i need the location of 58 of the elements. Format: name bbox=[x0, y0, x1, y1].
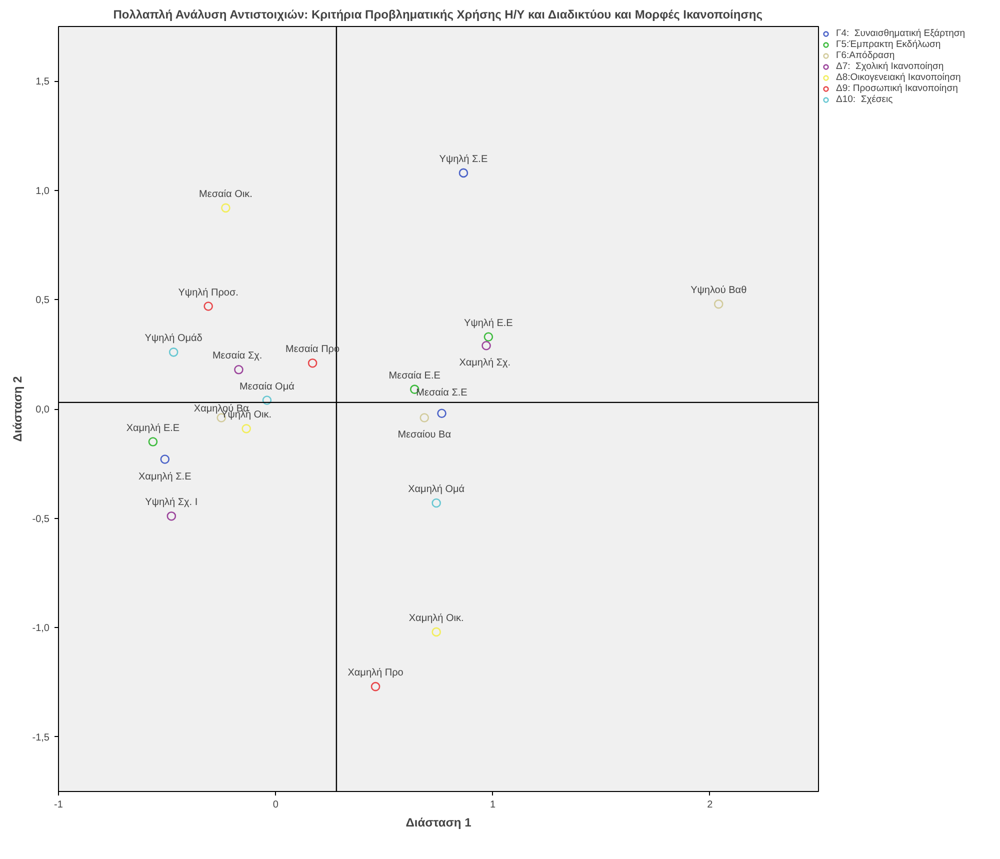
point bbox=[484, 332, 494, 342]
y-tick-label: 1,5 bbox=[36, 76, 50, 88]
data-label: Υψηλή Ομάδ bbox=[144, 333, 203, 344]
point bbox=[148, 437, 158, 446]
y-tick-label: -1,0 bbox=[32, 623, 50, 634]
y-tick-label: -0,5 bbox=[32, 514, 50, 525]
y-tick-label: -1,5 bbox=[32, 732, 50, 744]
point bbox=[714, 299, 724, 309]
point bbox=[242, 424, 251, 434]
point bbox=[308, 358, 318, 368]
x-tick-label: 0 bbox=[272, 800, 279, 810]
point bbox=[204, 302, 213, 311]
x-tick-label: 1 bbox=[490, 800, 496, 810]
y-axis-title: Διάσταση 2 bbox=[10, 376, 24, 442]
data-label: Υψηλού Βαθ bbox=[690, 285, 748, 296]
legend-label: Δ8:Οικογενειακή Ικανοποίηση bbox=[836, 72, 961, 83]
y-tick-label: 1,0 bbox=[36, 186, 50, 197]
point bbox=[370, 682, 380, 692]
x-axis-title: Διάσταση 1 bbox=[406, 816, 472, 830]
data-label: Χαμηλή Οικ. bbox=[408, 612, 464, 624]
point bbox=[458, 168, 468, 178]
chart-title: Πολλαπλή Ανάλυση Αντιστοιχιών: Κριτήρια Προβληματικής Χρήσης Η/Υ και Διαδικτύου και Μορφές Ικανοποίησης bbox=[113, 8, 762, 22]
point bbox=[221, 203, 230, 213]
data-label: Μεσαία Ομά bbox=[240, 381, 295, 392]
legend-label: Δ7: Σχολική Ικανοποίηση bbox=[836, 61, 944, 72]
data-label: Χαμηλή Ε.Ε bbox=[126, 422, 180, 434]
legend-label: Γ5:Έμπρακτη Εκδήλωση bbox=[836, 39, 941, 50]
legend-label: Δ10: Σχέσεις bbox=[836, 94, 893, 105]
legend-label: Δ9: Προσωπική Ικανοποίηση bbox=[836, 83, 958, 94]
point bbox=[432, 627, 441, 637]
y-tick-label: 0,5 bbox=[36, 295, 50, 306]
data-label: Μεσαία Σχ. bbox=[212, 350, 262, 362]
point bbox=[437, 408, 446, 418]
point bbox=[168, 348, 178, 357]
data-label: Υψηλή Σχ. Ι bbox=[145, 497, 198, 508]
legend-label: Γ4: Συναισθηματική Εξάρτηση bbox=[836, 28, 966, 39]
data-label: Υψηλή Ε.Ε bbox=[464, 318, 514, 329]
data-label: Μεσαία Ε.Ε bbox=[388, 370, 441, 382]
data-label: Μεσαίου Βα bbox=[398, 430, 452, 441]
data-label: Χαμηλή Προ bbox=[348, 668, 404, 679]
data-label: Χαμηλή Σχ. bbox=[459, 358, 511, 369]
point bbox=[166, 511, 176, 521]
data-label: Χαμηλή Σ.Ε bbox=[138, 471, 192, 482]
data-label: Μεσαία Σ.Ε bbox=[416, 387, 468, 398]
y-tick-label: 0,0 bbox=[36, 404, 50, 416]
data-label: Υψηλή Προσ. bbox=[178, 287, 238, 298]
point bbox=[482, 340, 491, 350]
point bbox=[160, 454, 170, 464]
point bbox=[262, 396, 272, 405]
x-tick-label: -1 bbox=[54, 800, 64, 810]
point bbox=[432, 498, 441, 508]
point bbox=[234, 365, 244, 374]
point bbox=[420, 413, 430, 422]
data-label: Υψηλή Σ.Ε bbox=[439, 154, 488, 165]
x-tick-label: 2 bbox=[707, 800, 714, 810]
data-label: Χαμηλή Ομά bbox=[408, 484, 465, 495]
legend-label: Γ6:Απόδραση bbox=[836, 50, 895, 61]
data-label: Μεσαία Οικ. bbox=[199, 188, 252, 200]
